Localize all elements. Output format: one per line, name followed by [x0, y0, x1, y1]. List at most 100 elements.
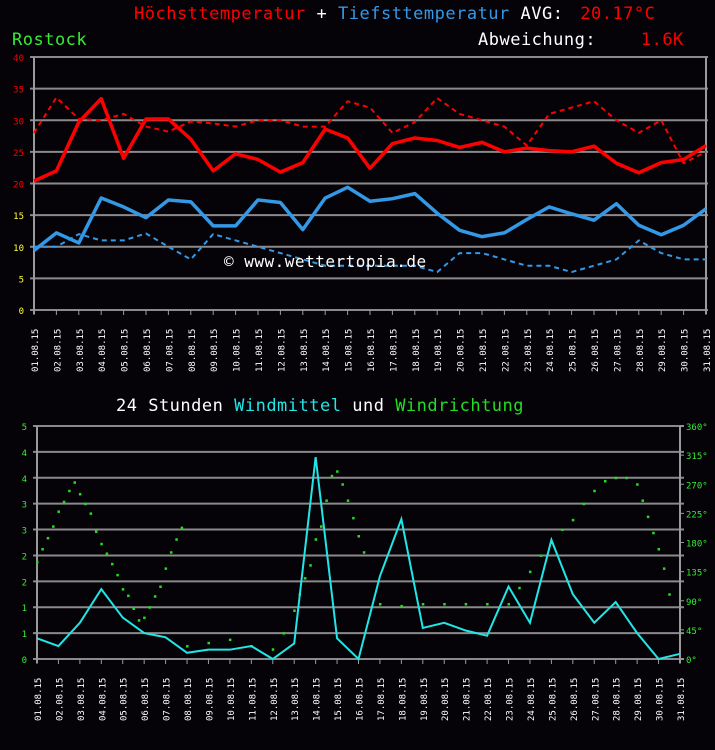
y-tick-label: 30: [13, 117, 24, 127]
x-tick-label: 28.08.15: [613, 678, 623, 721]
wind-direction-point: [657, 547, 661, 551]
x-tick-label: 11.08.15: [255, 329, 265, 372]
wind-direction-point: [662, 567, 666, 570]
wind-direction-point: [400, 604, 403, 608]
x-tick-label: 01.08.15: [31, 329, 41, 372]
x-tick-label: 17.08.15: [389, 329, 399, 372]
y-tick-label-right: 0°: [686, 656, 697, 666]
title-max-temp: Höchsttemperatur: [134, 4, 306, 24]
x-tick-label: 13.08.15: [291, 678, 301, 721]
deviation-line: Abweichung: 1.6K: [478, 30, 684, 50]
x-tick-label: 09.08.15: [210, 329, 220, 372]
wind-direction-point: [169, 551, 173, 554]
wind-direction-point: [175, 538, 178, 541]
x-tick-label: 09.08.15: [205, 678, 215, 721]
wind-direction-point: [116, 573, 119, 577]
y-tick-label-left: 4: [22, 475, 27, 485]
wind-direction-point: [132, 607, 135, 611]
wind-direction-point: [73, 481, 77, 484]
wind-direction-point: [486, 602, 489, 606]
temperature-chart: 0 5 10 15 20 25 30 35 40 01.08.15 02.08.15 03.08.15…: [13, 54, 713, 372]
x-tick-label: 12.08.15: [277, 329, 287, 372]
wind-direction-point: [68, 489, 71, 493]
x-tick-label: 21.08.15: [479, 329, 489, 372]
x-tick-label: 19.08.15: [434, 329, 444, 372]
x-tick-label: 06.08.15: [143, 329, 153, 372]
wind-direction-point: [52, 525, 55, 528]
wind-title-windmittel: Windmittel: [234, 396, 342, 416]
avg-value: 20.17°C: [580, 4, 656, 24]
wind-direction-point: [303, 577, 307, 580]
x-tick-label: 25.08.15: [548, 678, 558, 721]
wind-direction-point: [346, 499, 350, 502]
x-tick-label: 08.08.15: [188, 329, 198, 372]
wind-direction-point: [625, 476, 628, 480]
x-tick-label: 04.08.15: [98, 329, 108, 372]
x-tick-label: 16.08.15: [367, 329, 377, 372]
wind-direction-point: [111, 562, 114, 566]
wind-direction-point: [121, 588, 125, 591]
wind-direction-point: [357, 535, 360, 538]
wind-direction-point: [159, 585, 162, 589]
x-tick-label: 14.08.15: [322, 329, 332, 372]
x-tick-label: 02.08.15: [55, 678, 65, 721]
x-tick-label: 20.08.15: [457, 329, 467, 372]
x-tick-label: 27.08.15: [613, 329, 623, 372]
wind-direction-point: [143, 616, 146, 620]
y-tick-label-left: 0: [22, 656, 27, 666]
deviation-label: Abweichung:: [478, 30, 597, 50]
wind-direction-point: [137, 619, 141, 622]
y-tick-label: 20: [13, 181, 24, 191]
wind-title-und: und: [352, 396, 385, 416]
x-tick-label: 20.08.15: [441, 678, 451, 721]
y-tick-label-left: 1: [22, 630, 27, 640]
wind-direction-point: [603, 480, 607, 483]
wind-direction-point: [153, 595, 157, 598]
x-tick-label: 03.08.15: [77, 678, 87, 721]
wind-title-windrichtung: Windrichtung: [395, 396, 525, 416]
wind-direction-point: [330, 474, 334, 478]
title-min-temp: Tiefsttemperatur: [338, 4, 510, 24]
y-tick-label: 25: [13, 149, 24, 159]
x-tick-label: 05.08.15: [120, 678, 130, 721]
wind-direction-point: [668, 593, 671, 596]
x-tick-label: 12.08.15: [270, 678, 280, 721]
y-tick-label-left: 3: [22, 527, 27, 537]
y-tick-label-right: 225°: [686, 510, 708, 520]
watermark: © www.wettertopia.de: [224, 252, 427, 271]
x-tick-label: 05.08.15: [121, 329, 131, 372]
x-tick-label: 23.08.15: [506, 678, 516, 721]
wind-direction-point: [443, 602, 446, 606]
y-tick-label: 40: [13, 54, 24, 64]
x-tick-label: 13.08.15: [300, 329, 310, 372]
max-temp-line: [33, 96, 707, 183]
wind-direction-point: [561, 528, 564, 532]
x-tick-label: 07.08.15: [165, 329, 175, 372]
y-tick-label-left: 2: [22, 578, 27, 588]
y-tick-label: 0: [19, 307, 24, 317]
x-tick-label: 03.08.15: [76, 329, 86, 372]
wind-direction-point: [282, 632, 285, 635]
wind-direction-point: [614, 476, 618, 480]
wind-direction-point: [57, 510, 60, 513]
y-tick-label-right: 270°: [686, 481, 708, 491]
wind-direction-point: [105, 552, 109, 556]
x-tick-label: 24.08.15: [546, 329, 556, 372]
y-tick-label-left: 1: [22, 604, 27, 614]
y-tick-label-right: 315°: [686, 452, 708, 462]
x-tick-label: 29.08.15: [634, 678, 644, 721]
deviation-value: 1.6K: [640, 30, 684, 50]
x-tick-label: 04.08.15: [98, 678, 108, 721]
wind-direction-point: [314, 538, 318, 541]
wind-direction-point: [528, 570, 532, 574]
x-tick-label: 14.08.15: [313, 678, 323, 721]
wind-direction-point: [518, 586, 521, 590]
x-tick-label: 01.08.15: [34, 678, 44, 721]
wind-direction-point: [94, 530, 98, 533]
x-tick-label: 27.08.15: [591, 678, 601, 721]
avg-label: AVG:: [520, 4, 564, 24]
wind-direction-point: [89, 512, 93, 515]
wind-direction-point: [78, 492, 82, 496]
x-tick-label: 11.08.15: [248, 678, 258, 721]
wind-direction-point: [186, 645, 189, 648]
